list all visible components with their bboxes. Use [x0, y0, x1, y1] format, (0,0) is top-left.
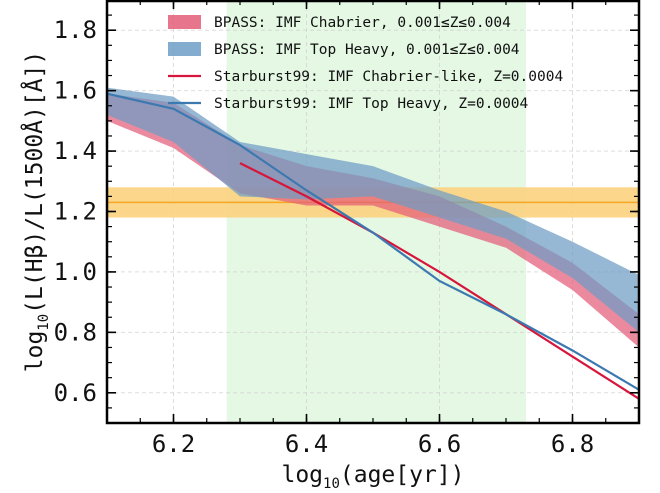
series-band-1: [107, 87, 639, 333]
plot-area: [107, 0, 639, 423]
x-tick-label: 6.8: [551, 430, 594, 458]
y-tick-label: 1.4: [54, 137, 97, 165]
y-tick-label: 1.8: [54, 16, 97, 44]
y-tick-label: 1.2: [54, 198, 97, 226]
x-tick-label: 6.2: [152, 430, 195, 458]
legend-label-1: BPASS: IMF Top Heavy, 0.001≤Z≤0.004: [214, 42, 520, 58]
legend: BPASS: IMF Chabrier, 0.001≤Z≤0.004 BPASS:…: [168, 15, 563, 112]
x-tick-label: 6.6: [418, 430, 461, 458]
y-tick-label: 1.6: [54, 77, 97, 105]
y-tick-label: 0.8: [54, 318, 97, 346]
y-axis-label: log10(L(Hβ)/L(1500Å)[Å]): [20, 51, 52, 373]
y-tick-label: 1.0: [54, 258, 97, 286]
series-line-3: [107, 92, 639, 391]
legend-label-0: BPASS: IMF Chabrier, 0.001≤Z≤0.004: [214, 15, 511, 31]
legend-label-3: Starburst99: IMF Top Heavy, Z=0.0004: [214, 96, 529, 112]
y-tick-label: 0.6: [54, 379, 97, 407]
x-axis-label: log10(age[yr]): [281, 462, 464, 492]
legend-label-2: Starburst99: IMF Chabrier-like, Z=0.0004: [214, 69, 563, 85]
series-line-2: [239, 162, 639, 400]
legend-swatch-1: [168, 42, 201, 56]
x-tick-label: 6.4: [285, 430, 328, 458]
legend-swatch-0: [168, 15, 201, 29]
axes: 6.2 6.4 6.6 6.8 0.6 0.8 1.0 1.2 1.4 1.6 1.8 log10(a…: [20, 0, 641, 492]
